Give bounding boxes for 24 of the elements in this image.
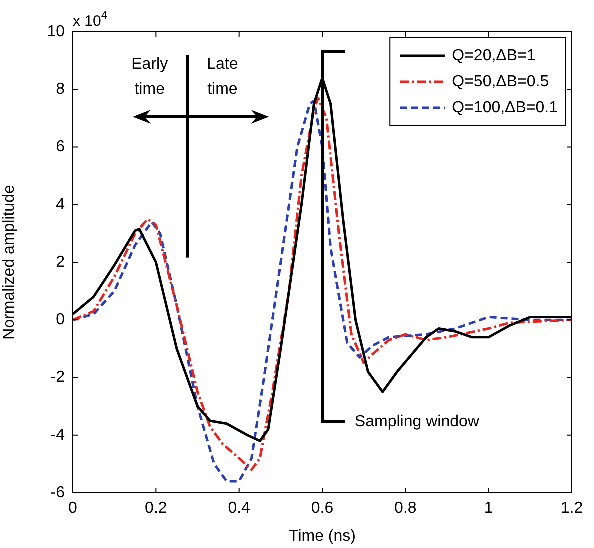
y-tick-label: -2	[50, 369, 66, 386]
annotation: Sampling window	[354, 413, 480, 430]
y-tick-label: -4	[50, 426, 66, 444]
x-tick-label: 1	[484, 500, 494, 518]
x-tick-label: 0	[68, 500, 78, 518]
x-tick-label: 0.6	[311, 500, 334, 518]
x-tick-label: 0.4	[228, 500, 251, 518]
legend-label: Q=100,ΔB=0.1	[452, 99, 558, 116]
y-tick-label: 10	[47, 23, 66, 40]
y-tick-label: 6	[56, 138, 66, 156]
y-tick-label: 0	[56, 312, 66, 329]
x-tick-label: 1.2	[560, 500, 584, 518]
y-tick-label: -6	[50, 484, 66, 502]
y-tick-label: 2	[56, 254, 66, 271]
annotation: Late time	[207, 56, 238, 98]
annotation: Early time	[132, 56, 168, 98]
x-tick-label: 0.2	[145, 500, 168, 518]
y-tick-label: 4	[56, 196, 66, 214]
x-axis-title: Time (ns)	[289, 528, 356, 545]
x-tick-label: 0.8	[394, 500, 417, 518]
y-tick-label: 8	[56, 81, 66, 98]
legend-label: Q=50,ΔB=0.5	[452, 73, 550, 90]
legend-label: Q=20,ΔB=1	[452, 47, 536, 64]
y-axis-title: Normalized amplitude	[1, 185, 18, 340]
